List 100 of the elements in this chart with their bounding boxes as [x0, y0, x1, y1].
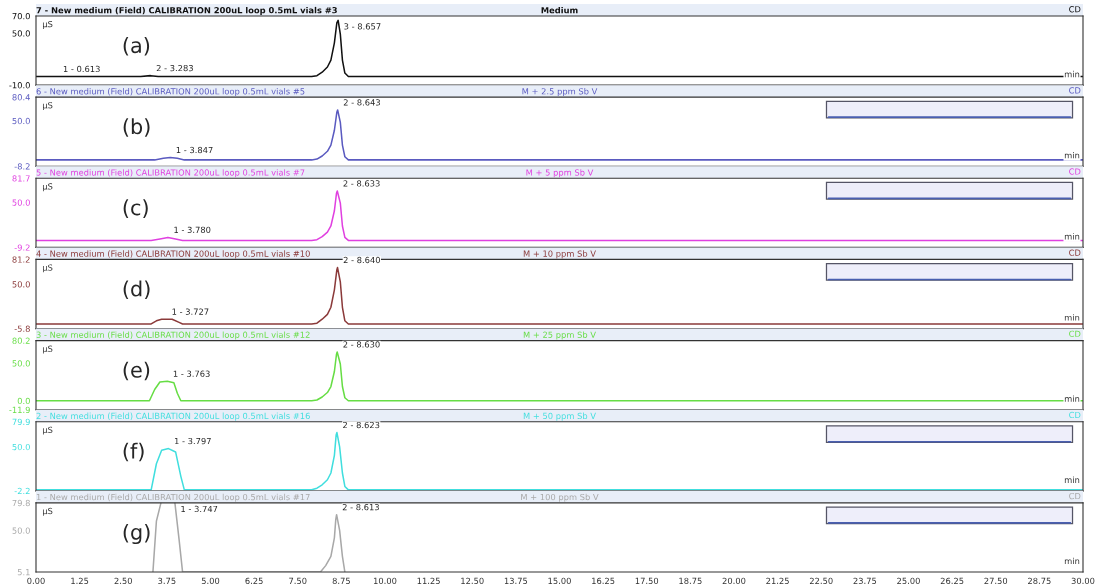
- x-axis-title: min: [1064, 314, 1080, 321]
- y-tick-label: 79.9: [12, 418, 30, 425]
- text: CD: [1069, 87, 1081, 94]
- y-tick-label: -2.2: [14, 487, 30, 495]
- x-tick-label: 15.00: [548, 577, 571, 585]
- x-tick-label: 22.50: [809, 577, 833, 585]
- y-tick-label: 70.0: [12, 12, 30, 20]
- chart-subtitle: M + 25 ppm Sb V: [523, 331, 596, 340]
- y-axis-title: µS: [42, 426, 53, 435]
- y-tick-label: 50.0: [12, 360, 30, 367]
- x-tick-label: 11.25: [417, 577, 440, 585]
- annotation: (b): [123, 118, 150, 137]
- y-tick-label: 81.2: [12, 256, 30, 263]
- x-tick-label: 16.25: [592, 577, 615, 585]
- annotation: 1 - 3.747: [181, 505, 218, 513]
- x-tick-label: 0.00: [27, 577, 45, 585]
- x-tick-label: 12.50: [461, 577, 484, 585]
- y-tick-label: -5.8: [14, 325, 30, 332]
- y-tick-label: 79.8: [12, 499, 30, 507]
- annotation: 1 - 3.797: [174, 437, 211, 445]
- text: CD: [1069, 492, 1081, 500]
- annotation: (e): [123, 361, 150, 381]
- chart-subtitle: M + 100 ppm Sb V: [521, 493, 599, 502]
- y-tick-label: 80.2: [12, 337, 30, 344]
- annotation: 2 - 8.633: [343, 180, 380, 187]
- x-tick-label: 5.00: [201, 577, 220, 585]
- annotation: 1 - 3.847: [176, 146, 213, 154]
- text: CD: [1069, 411, 1081, 419]
- y-axis-title: µS: [42, 345, 53, 354]
- x-tick-label: 3.75: [158, 577, 176, 585]
- annotation: (a): [123, 37, 150, 56]
- x-axis-title: min: [1064, 70, 1080, 78]
- x-tick-label: 2.50: [114, 577, 132, 585]
- y-axis-title: µS: [42, 102, 53, 111]
- y-tick-label: 50.0: [12, 117, 30, 125]
- y-tick-label: -8.2: [14, 163, 30, 170]
- chart-title: 3 - New medium (Field) CALIBRATION 200uL loop 0.5mL vials #12: [36, 331, 310, 340]
- line-series: [36, 190, 1083, 242]
- x-tick-label: 20.00: [722, 577, 746, 585]
- y-tick-label: 80.4: [12, 94, 30, 101]
- chart-subtitle: M + 2.5 ppm Sb V: [522, 88, 598, 97]
- y-tick-label: 81.7: [12, 175, 30, 182]
- text: CD: [1069, 330, 1081, 337]
- x-tick-label: 8.75: [332, 577, 350, 585]
- annotation: 1 - 3.780: [174, 226, 211, 233]
- x-tick-label: 6.25: [245, 577, 263, 585]
- x-tick-label: 25.00: [897, 577, 920, 585]
- y-tick-label: 50.0: [12, 443, 30, 451]
- x-tick-label: 18.75: [679, 577, 702, 585]
- x-axis-title: min: [1064, 233, 1080, 240]
- annotation: 2 - 3.283: [156, 64, 193, 72]
- x-axis-title: min: [1064, 152, 1080, 159]
- annotation: (g): [123, 523, 150, 545]
- y-axis-title: µS: [42, 264, 53, 273]
- y-tick-label: 50.0: [12, 30, 30, 37]
- x-tick-label: 23.75: [853, 577, 877, 585]
- line-series: [36, 109, 1083, 161]
- chart-title: 7 - New medium (Field) CALIBRATION 200uL loop 0.5mL vials #3: [36, 6, 337, 15]
- chart-title: 4 - New medium (Field) CALIBRATION 200uL loop 0.5mL vials #10: [36, 250, 310, 259]
- y-tick-label: 50.0: [12, 199, 30, 206]
- y-tick-label: -11.9: [9, 406, 30, 413]
- x-tick-label: 21.25: [766, 577, 789, 585]
- chart-title: 1 - New medium (Field) CALIBRATION 200uL loop 0.5mL vials #17: [36, 493, 310, 502]
- annotation: 2 - 8.643: [343, 99, 380, 106]
- line-series: [36, 266, 1083, 325]
- line-series: [36, 19, 1083, 78]
- y-axis-title: µS: [42, 183, 53, 192]
- x-tick-label: 1.25: [71, 577, 89, 585]
- annotation: 2 - 8.630: [343, 341, 380, 348]
- x-tick-label: 10.00: [373, 577, 397, 585]
- annotation: 2 - 8.623: [343, 421, 380, 429]
- y-axis-title: µS: [42, 20, 53, 29]
- x-axis-title: min: [1064, 476, 1080, 483]
- annotation: 1 - 3.763: [173, 370, 210, 377]
- y-tick-label: -9.2: [14, 244, 30, 251]
- chart-subtitle: Medium: [541, 6, 578, 14]
- y-tick-label: 50.0: [12, 527, 30, 534]
- x-tick-label: 13.75: [504, 577, 528, 585]
- chart-title: 6 - New medium (Field) CALIBRATION 200uL loop 0.5mL vials #5: [36, 88, 305, 97]
- x-tick-label: 26.25: [940, 577, 964, 585]
- annotation: (f): [123, 442, 144, 462]
- x-axis-title: min: [1064, 395, 1080, 402]
- y-tick-label: 50.0: [12, 281, 30, 288]
- text: CD: [1069, 249, 1081, 256]
- text: CD: [1069, 6, 1081, 13]
- y-tick-label: 0.0: [17, 397, 30, 405]
- annotation: 3 - 8.657: [344, 23, 381, 30]
- chart-subtitle: M + 5 ppm Sb V: [526, 169, 594, 178]
- text: CD: [1069, 168, 1081, 175]
- x-tick-label: 27.50: [984, 577, 1008, 585]
- y-tick-label: -10.0: [9, 82, 30, 89]
- annotation: 1 - 0.613: [63, 65, 100, 73]
- x-tick-label: 30.00: [1071, 577, 1095, 585]
- annotation: (d): [123, 280, 150, 300]
- x-tick-label: 17.50: [635, 577, 659, 585]
- annotation: (c): [123, 199, 148, 218]
- chart-title: 5 - New medium (Field) CALIBRATION 200uL loop 0.5mL vials #7: [36, 169, 305, 178]
- chart-title: 2 - New medium (Field) CALIBRATION 200uL loop 0.5mL vials #16: [36, 412, 310, 421]
- annotation: 2 - 8.613: [342, 504, 379, 511]
- y-axis-title: µS: [42, 507, 53, 516]
